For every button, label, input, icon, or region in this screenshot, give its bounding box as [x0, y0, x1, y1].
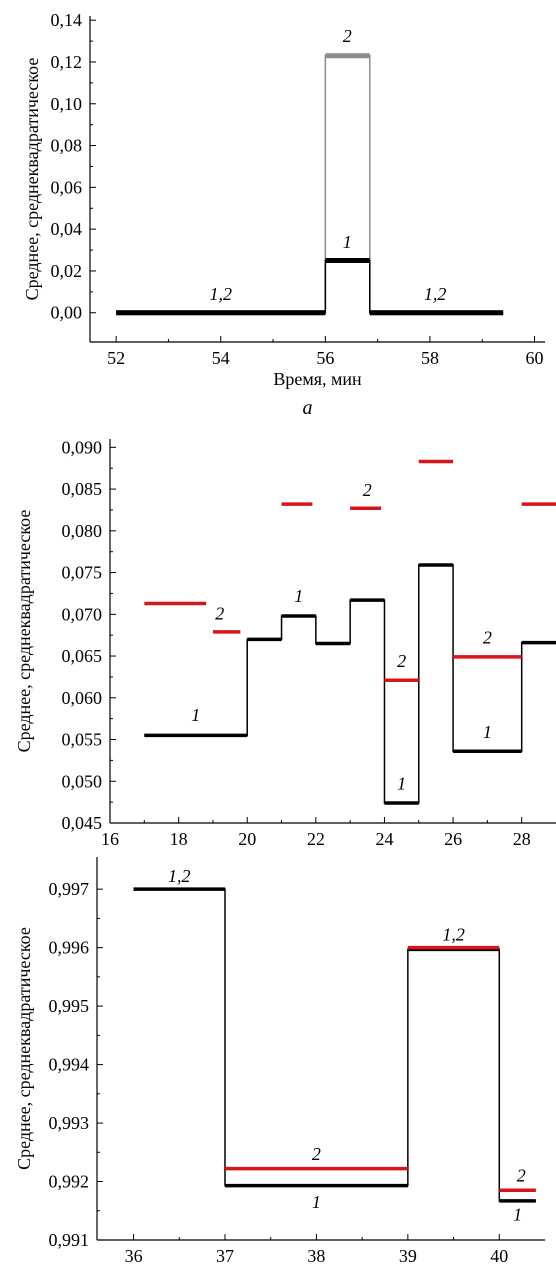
- y-axis-label: Среднее, среднеквадратическое: [14, 510, 34, 753]
- y-tick-label: 0,065: [62, 646, 103, 666]
- curve-label: 1,2: [442, 925, 465, 945]
- curve-label: 2: [215, 603, 224, 623]
- y-tick-label: 0,995: [49, 996, 90, 1016]
- curve-label: 1,2: [209, 284, 232, 304]
- y-tick-label: 0,050: [62, 771, 103, 791]
- panel-b: 16 18 20 22 24 26 28 0,045 0,050 0,055 0,060 0,065 0…: [0, 425, 556, 900]
- series-1: [116, 258, 504, 316]
- series-2: [144, 459, 556, 683]
- chart-a: 52 54 56 58 60 0,00 0,02 0,04 0,06 0,08 0,10 0,12 0,…: [22, 10, 545, 419]
- x-tick-label: 37: [216, 1246, 234, 1263]
- x-axis-label: Время, мин: [273, 369, 362, 389]
- panel-a: 52 54 56 58 60 0,00 0,02 0,04 0,06 0,08 0,10 0,12 0,…: [0, 0, 556, 425]
- y-tick-label: 0,994: [49, 1055, 90, 1075]
- y-tick-label: 0,00: [51, 303, 83, 323]
- y-tick-label: 0,070: [62, 604, 103, 624]
- chart-v: 36 37 38 39 40 0,991 0,992 0,993 0,994 0,995 0,996…: [14, 857, 545, 1268]
- y-tick-label: 0,10: [51, 94, 83, 114]
- series-1-outline: [133, 888, 536, 1202]
- x-tick-label: 26: [444, 829, 462, 845]
- y-tick-label: 0,055: [62, 730, 103, 750]
- curve-label: 1: [397, 774, 406, 794]
- curve-label: 1: [343, 232, 352, 252]
- chart-b: 16 18 20 22 24 26 280,0450,0500,0550,0600,0650…: [14, 437, 556, 900]
- curve-label: 1,2: [424, 284, 447, 304]
- curve-label: 1: [483, 722, 492, 742]
- y-tick-label: 0,045: [62, 813, 103, 833]
- curve-label: 2: [483, 628, 492, 648]
- plot-frame: [96, 857, 545, 1241]
- series-2: [225, 945, 536, 1193]
- y-tick-label: 0,085: [62, 479, 103, 499]
- x-tick-label: 20: [238, 829, 256, 845]
- x-tick-label: 58: [421, 348, 439, 368]
- y-tick-label: 0,996: [49, 938, 90, 958]
- x-tick-label: 22: [307, 829, 325, 845]
- y-tick-label: 0,991: [49, 1230, 90, 1250]
- y-tick-label: 0,080: [62, 521, 103, 541]
- x-tick-label: 54: [212, 348, 230, 368]
- x-tick-label: 56: [316, 348, 334, 368]
- x-tick-label: 18: [170, 829, 188, 845]
- curve-label: 2: [312, 1144, 321, 1164]
- curve-label: 1: [312, 1192, 321, 1212]
- curve-label: 2: [517, 1166, 526, 1186]
- y-tick-label: 0,997: [49, 879, 90, 899]
- x-tick-label: 16: [101, 829, 119, 845]
- y-tick-label: 0,075: [62, 563, 103, 583]
- y-axis-label: Среднее, среднеквадратическое: [14, 927, 34, 1170]
- y-tick-label: 0,06: [51, 177, 83, 197]
- curve-label: 1: [191, 705, 200, 725]
- x-tick-label: 39: [399, 1246, 417, 1263]
- x-tick-label: 52: [107, 348, 125, 368]
- x-tick-label: 36: [125, 1246, 143, 1263]
- curve-label: 1: [513, 1205, 522, 1225]
- x-tick-label: 38: [307, 1246, 325, 1263]
- y-tick-label: 0,02: [51, 261, 83, 281]
- panel-v: 36 37 38 39 40 0,991 0,992 0,993 0,994 0,995 0,996…: [0, 845, 556, 1268]
- x-tick-label: 60: [526, 348, 544, 368]
- curve-label: 1,2: [168, 866, 191, 886]
- y-tick-label: 0,992: [49, 1172, 90, 1192]
- series-2: [116, 53, 504, 316]
- y-tick-label: 0,090: [62, 437, 103, 457]
- series-2-outline: [116, 54, 504, 314]
- x-tick-label: 24: [375, 829, 393, 845]
- y-tick-label: 0,14: [51, 10, 83, 30]
- y-tick-label: 0,04: [51, 219, 83, 239]
- plot-frame: [109, 439, 556, 824]
- series-1: [144, 563, 556, 805]
- x-tick-label: 28: [513, 829, 531, 845]
- y-tick-label: 0,060: [62, 688, 103, 708]
- y-tick-label: 0,12: [51, 52, 83, 72]
- curve-label: 1: [294, 586, 303, 606]
- curve-label: 2: [397, 651, 406, 671]
- panel-label: а: [303, 397, 313, 419]
- y-tick-label: 0,08: [51, 136, 83, 156]
- plot-frame: [89, 16, 545, 343]
- series-1: [133, 887, 536, 1203]
- curve-label: 2: [363, 480, 372, 500]
- x-tick-label: 40: [490, 1246, 508, 1263]
- y-tick-label: 0,993: [49, 1113, 90, 1133]
- y-axis-label: Среднее, среднеквадратическое: [22, 58, 42, 301]
- curve-label: 2: [343, 26, 352, 46]
